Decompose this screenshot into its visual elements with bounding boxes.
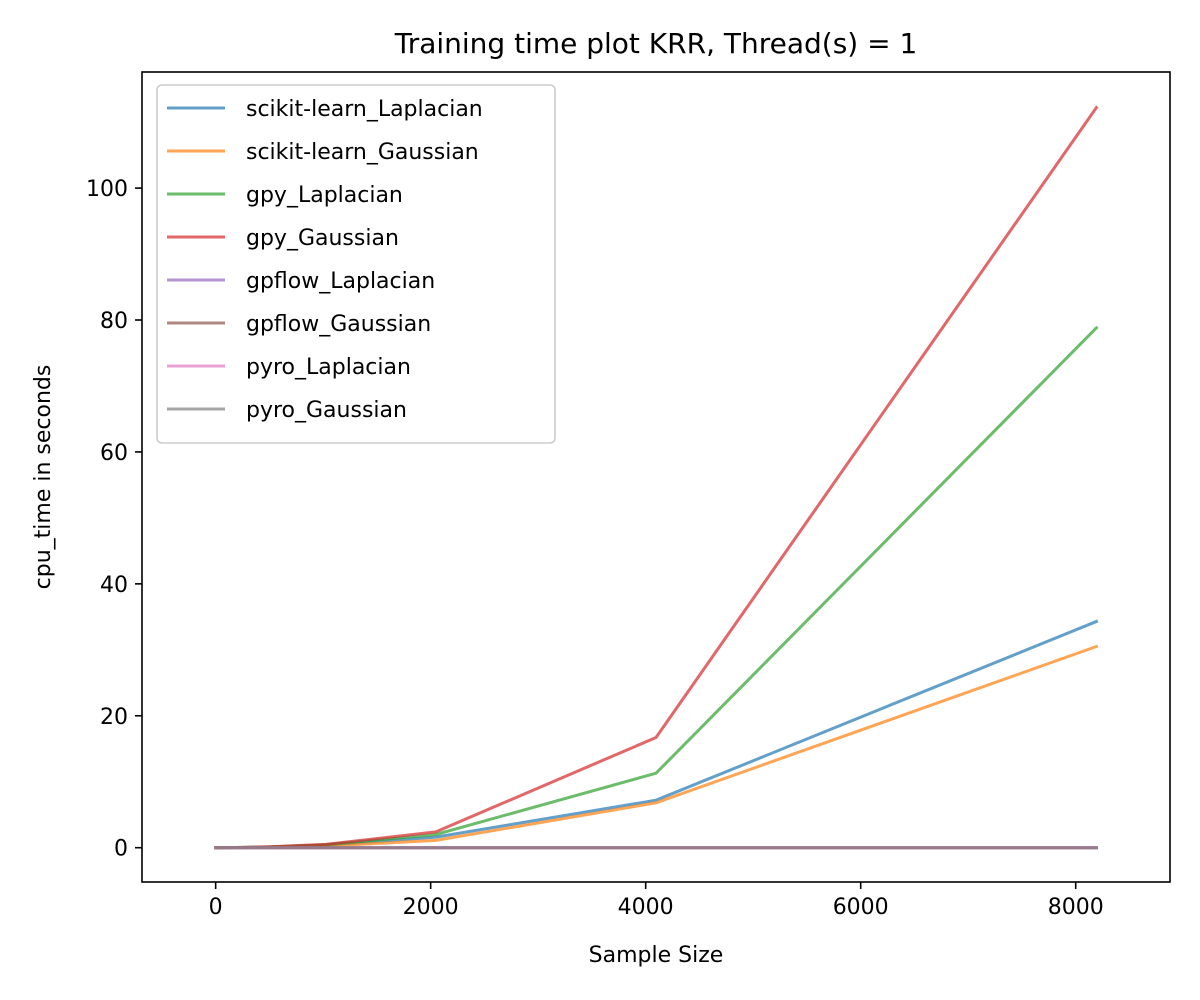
x-tick-label-2: 4000 [618,895,674,920]
legend-label-2: gpy_Laplacian [246,183,403,208]
axes-layer: 0 2000 4000 6000 8000 0 20 40 60 80 100 [86,177,1104,920]
legend-label-4: gpflow_Laplacian [246,269,435,294]
legend: scikit-learn_Laplacian scikit-learn_Gauss… [156,84,556,444]
x-axis-label: Sample Size [589,943,724,968]
legend-box [156,84,556,444]
legend-label-5: gpflow_Gaussian [246,312,431,337]
x-tick-label-0: 0 [209,895,223,920]
series-layer [214,105,1099,850]
x-tick-label-3: 6000 [833,895,889,920]
y-tick-label-0: 0 [114,837,128,862]
legend-label-0: scikit-learn_Laplacian [246,97,483,122]
x-tick-label-4: 8000 [1048,895,1104,920]
legend-label-3: gpy_Gaussian [246,226,399,251]
y-tick-label-3: 60 [100,441,128,466]
legend-label-6: pyro_Laplacian [246,355,411,380]
y-axis-label: cpu_time in seconds [31,365,56,590]
y-tick-label-5: 100 [86,177,128,202]
chart-title: Training time plot KRR, Thread(s) = 1 [394,27,918,60]
legend-label-7: pyro_Gaussian [246,398,407,423]
legend-label-1: scikit-learn_Gaussian [246,140,479,165]
x-tick-label-1: 2000 [403,895,459,920]
plot-frame [141,71,1171,883]
y-tick-label-4: 80 [100,309,128,334]
y-tick-label-2: 40 [100,573,128,598]
y-tick-label-1: 20 [100,705,128,730]
